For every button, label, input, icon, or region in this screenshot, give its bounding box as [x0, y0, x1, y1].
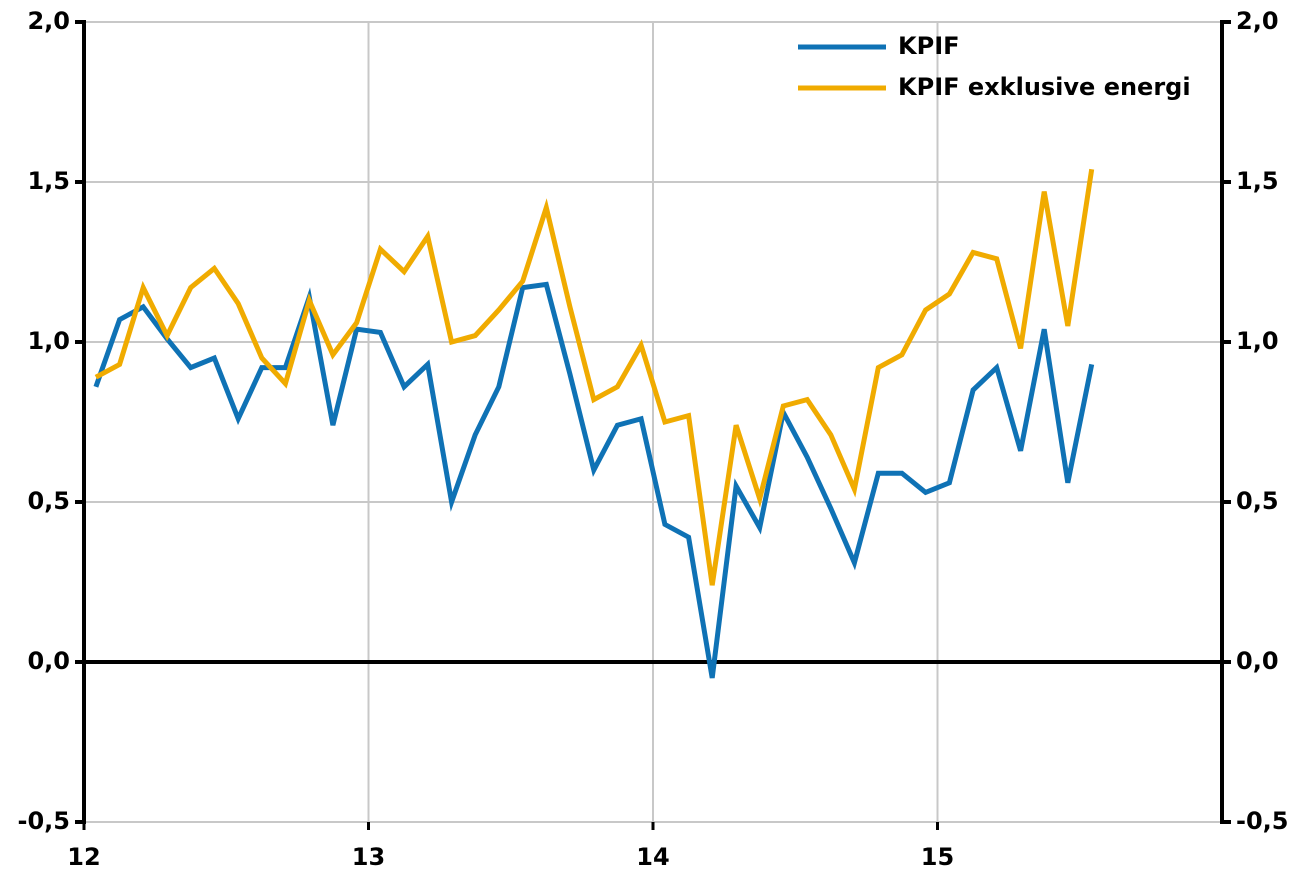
x-tick-label: 15 — [921, 843, 954, 871]
legend-label: KPIF — [898, 32, 960, 60]
y2-tick-label: 0,0 — [1236, 647, 1279, 675]
y2-tick-label: 1,5 — [1236, 167, 1279, 195]
y-tick-label: 2,0 — [27, 7, 70, 35]
y-tick-label: 0,0 — [27, 647, 70, 675]
x-tick-label: 12 — [67, 843, 100, 871]
series-line — [93, 281, 1095, 679]
legend-label: KPIF exklusive energi — [898, 73, 1191, 101]
y-tick-label: 1,0 — [27, 327, 70, 355]
y2-tick-label: 2,0 — [1236, 7, 1279, 35]
y2-tick-label: -0,5 — [1236, 807, 1288, 835]
y-tick-label: 1,5 — [27, 167, 70, 195]
x-tick-label: 13 — [352, 843, 385, 871]
y-tick-label: -0,5 — [18, 807, 70, 835]
x-tick-label: 14 — [636, 843, 669, 871]
y-tick-label: 0,5 — [27, 487, 70, 515]
series-line — [94, 168, 1095, 586]
y2-tick-label: 1,0 — [1236, 327, 1279, 355]
y2-tick-label: 0,5 — [1236, 487, 1279, 515]
